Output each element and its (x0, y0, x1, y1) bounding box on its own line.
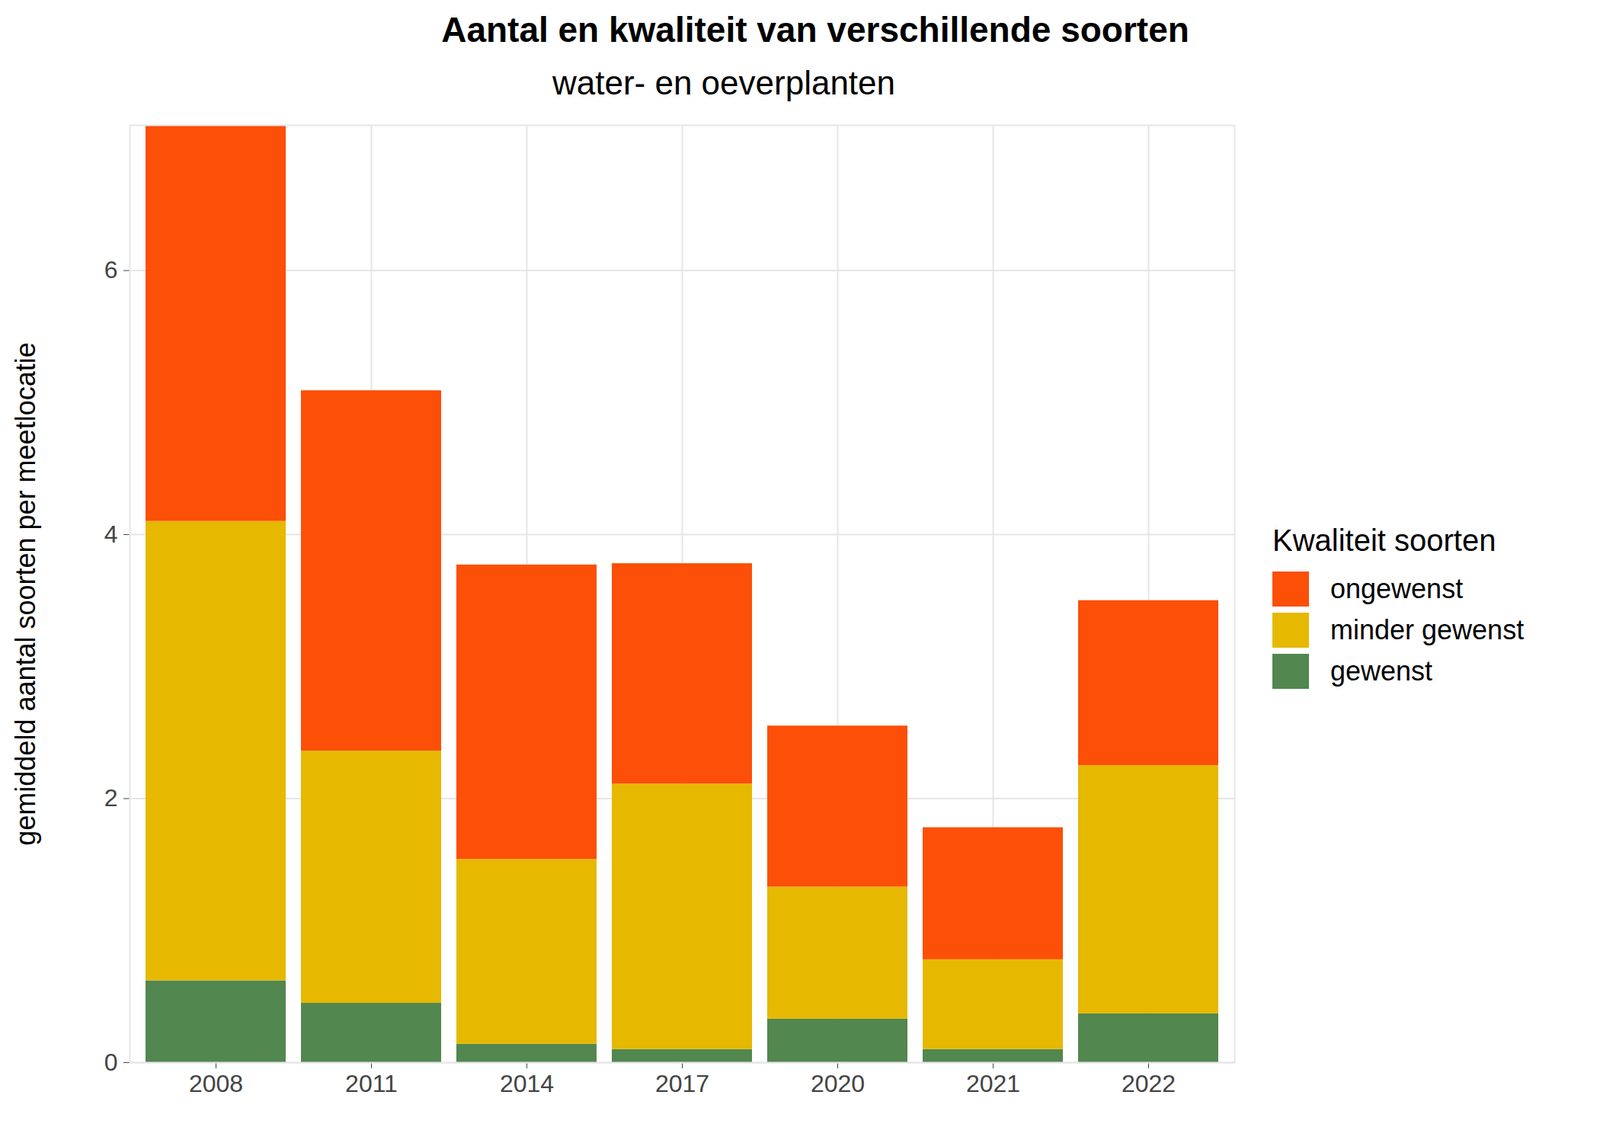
svg-text:4: 4 (104, 520, 119, 548)
html-text:Kwaliteit soorten: Kwaliteit soorten (1272, 523, 1496, 557)
svg-text:2014: 2014 (499, 1069, 554, 1098)
svg-text:2: 2 (104, 784, 119, 812)
svg-text:0: 0 (104, 1048, 119, 1076)
html-text:Aantal en kwaliteit van versch: Aantal en kwaliteit van verschillende so… (441, 9, 1190, 50)
svg-text:2020: 2020 (810, 1069, 865, 1098)
html-text:minder gewenst: minder gewenst (1330, 613, 1524, 645)
html-text:ongewenst: ongewenst (1330, 572, 1463, 604)
svg-text:2022: 2022 (1121, 1069, 1176, 1098)
svg-text:2021: 2021 (966, 1069, 1021, 1098)
svg-text:gemiddeld aantal soorten per m: gemiddeld aantal soorten per meetlocatie (9, 342, 42, 845)
svg-text:6: 6 (104, 256, 119, 284)
html-text:gewenst: gewenst (1330, 654, 1433, 687)
html-text:water- en oeverplanten: water- en oeverplanten (552, 64, 896, 102)
svg-text:2011: 2011 (345, 1069, 398, 1098)
svg-text:2008: 2008 (188, 1069, 244, 1098)
svg-text:2017: 2017 (655, 1069, 710, 1098)
